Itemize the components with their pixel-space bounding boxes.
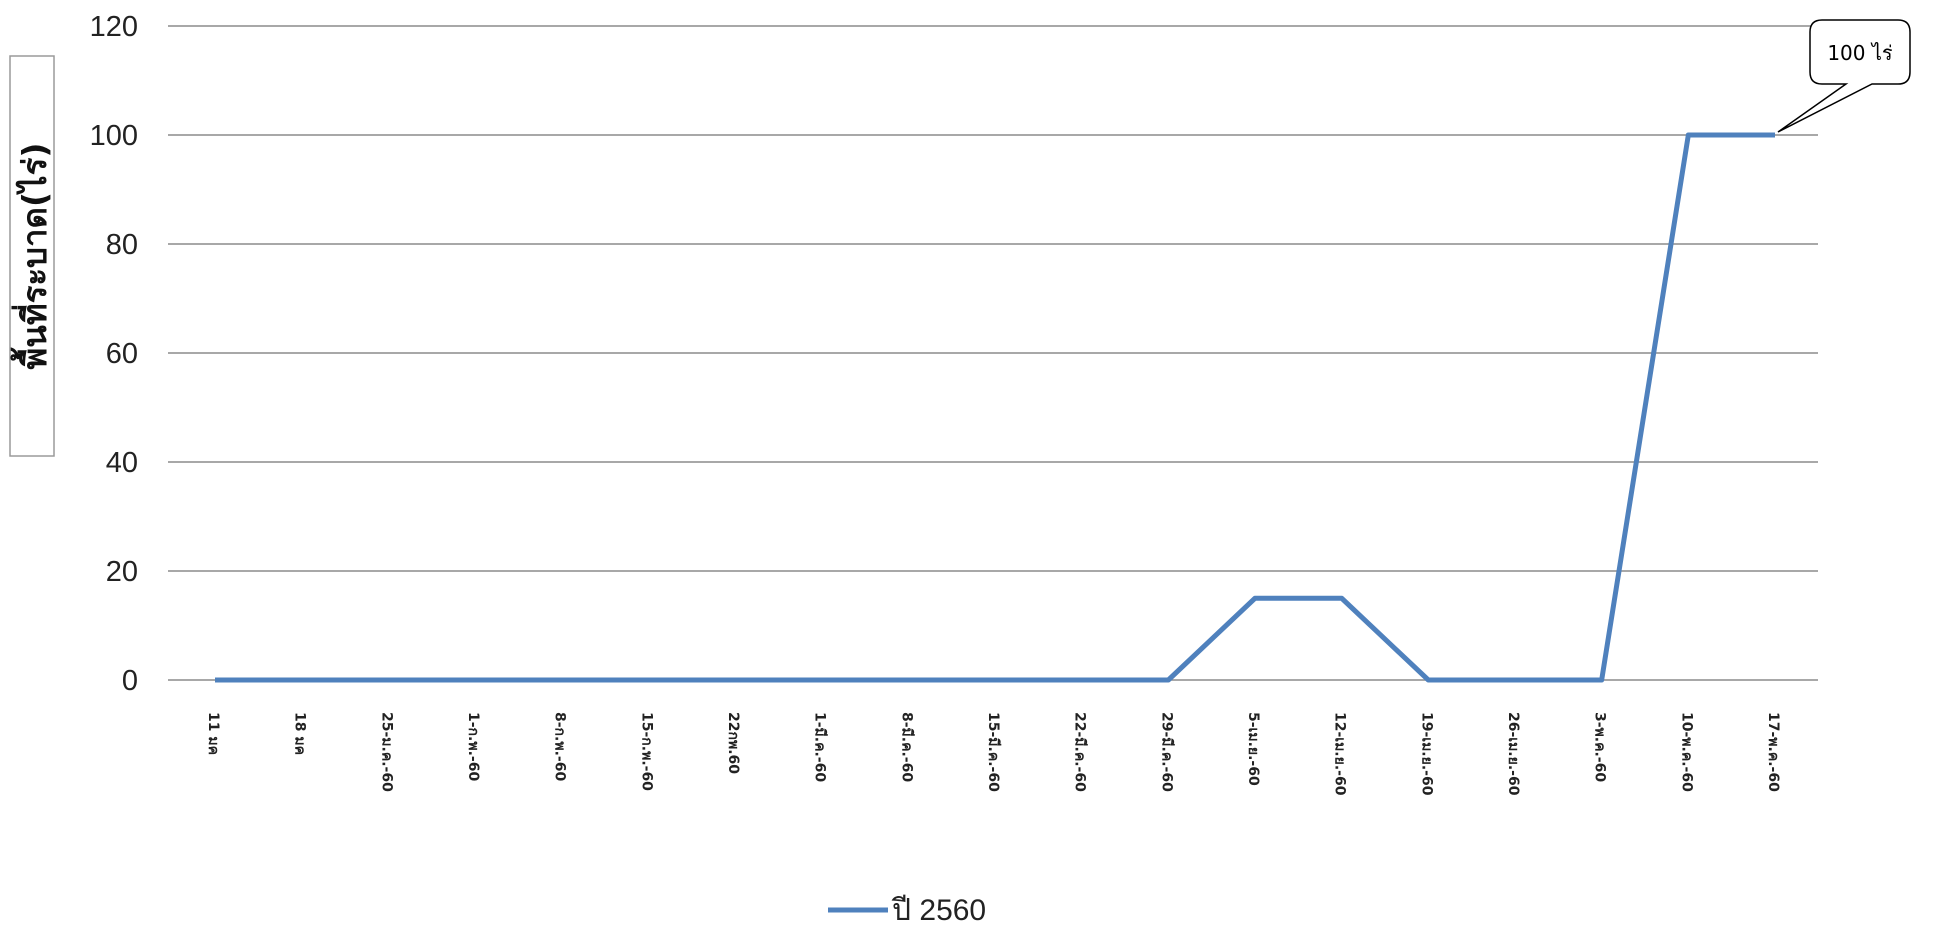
x-tick-label: 10-พ.ค.-60 <box>1678 712 1694 792</box>
y-axis-ticks: 0 20 40 60 80 100 120 <box>90 11 138 697</box>
callout-bubble <box>1777 19 1911 133</box>
x-tick-label: 11 มค <box>205 712 221 755</box>
x-tick-label: 8-มี.ค.-60 <box>898 712 914 782</box>
x-tick-label: 26-เม.ย.-60 <box>1505 712 1521 796</box>
x-tick-label: 3-พ.ค.-60 <box>1592 712 1608 782</box>
x-tick-label: 17-พ.ค.-60 <box>1765 712 1781 792</box>
y-tick-label: 40 <box>106 447 138 479</box>
y-axis-label-box: พื้นที่ระบาด(ไร่) <box>9 55 55 457</box>
y-tick-label: 20 <box>106 556 138 588</box>
x-tick-label: 5-เม.ย.-60 <box>1245 712 1261 786</box>
y-axis-label: พื้นที่ระบาด(ไร่) <box>10 143 54 370</box>
x-tick-label: 18 มค <box>292 712 308 755</box>
legend: ปี 2560 <box>828 894 986 927</box>
y-tick-label: 80 <box>106 229 138 261</box>
x-tick-label: 1-มี.ค.-60 <box>812 712 828 782</box>
gridlines <box>168 25 1818 681</box>
value-callout: 100 ไร่ <box>1777 19 1911 133</box>
x-tick-label: 15-มี.ค.-60 <box>985 712 1001 792</box>
x-axis-ticks: 11 มค 18 มค 25-ม.ค.-60 1-ก.พ.-60 8-ก.พ.-60 15… <box>205 712 1781 796</box>
x-tick-label: 12-เม.ย.-60 <box>1332 712 1348 796</box>
x-tick-label: 22กพ.60 <box>725 712 741 774</box>
x-tick-label: 29-มี.ค.-60 <box>1158 712 1174 792</box>
legend-label: ปี 2560 <box>891 894 986 927</box>
y-tick-label: 60 <box>106 338 138 370</box>
series-lines <box>214 132 1776 683</box>
x-tick-label: 22-มี.ค.-60 <box>1072 712 1088 792</box>
x-tick-label: 1-ก.พ.-60 <box>465 712 481 781</box>
x-tick-label: 19-เม.ย.-60 <box>1418 712 1434 796</box>
series-line <box>215 132 1775 683</box>
x-tick-label: 15-ก.พ.-60 <box>638 712 654 791</box>
y-tick-label: 0 <box>122 665 138 697</box>
y-tick-label: 100 <box>90 120 138 152</box>
y-tick-label: 120 <box>90 11 138 43</box>
x-tick-label: 8-ก.พ.-60 <box>552 712 568 781</box>
x-tick-label: 25-ม.ค.-60 <box>378 712 394 792</box>
callout-text: 100 ไร่ <box>1827 41 1893 65</box>
